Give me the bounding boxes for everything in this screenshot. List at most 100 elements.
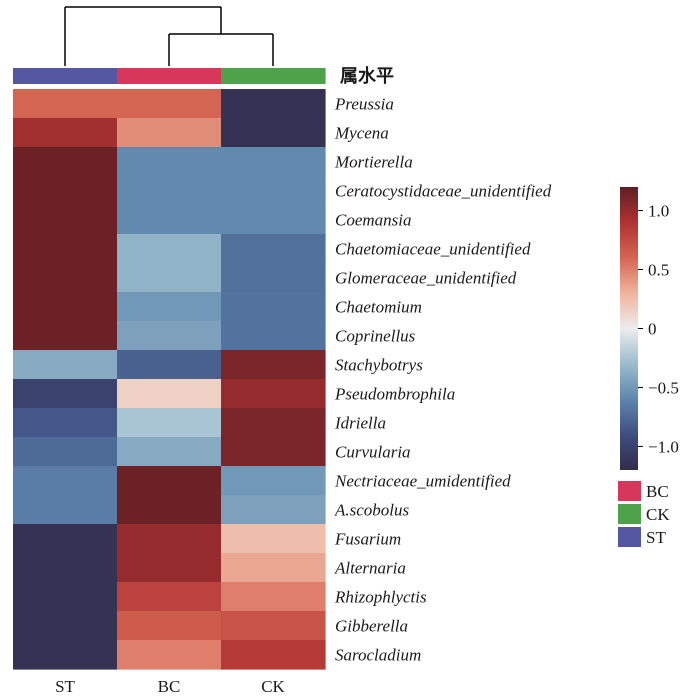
heatmap-cell — [13, 292, 118, 322]
heatmap-cell — [117, 611, 222, 641]
heatmap-cell — [117, 524, 222, 554]
heatmap-cell — [117, 176, 222, 206]
level-label: 属水平 — [340, 65, 394, 87]
column-dendrogram — [64, 6, 274, 66]
column-labels: ST BC CK — [55, 677, 285, 696]
color-scale-tick-label: 1.0 — [648, 202, 669, 221]
heatmap-cell — [13, 553, 118, 583]
heatmap-cell — [221, 350, 326, 380]
color-scale-bar: 1.0 0.5 0 −0.5 −1.0 — [620, 187, 679, 470]
heatmap-cell — [13, 466, 118, 496]
heatmap-cell — [117, 437, 222, 467]
legend-swatch — [618, 481, 641, 501]
heatmap-cell — [221, 466, 326, 496]
color-scale-tick-label: 0.5 — [648, 261, 669, 280]
legend-label: ST — [646, 528, 666, 547]
heatmap-cells — [13, 89, 326, 670]
row-label: Coprinellus — [335, 327, 416, 346]
heatmap-cell — [117, 379, 222, 409]
row-label: Idriella — [334, 414, 386, 433]
heatmap-cell — [221, 640, 326, 670]
column-group-bar — [13, 68, 326, 84]
heatmap-cell — [117, 118, 222, 148]
row-label: Coemansia — [335, 211, 412, 230]
heatmap-cell — [13, 176, 118, 206]
row-label: Mortierella — [334, 153, 413, 172]
heatmap-cell — [221, 582, 326, 612]
heatmap-cell — [13, 147, 118, 177]
heatmap-cell — [13, 118, 118, 148]
row-label: Chaetomiaceae_unidentified — [335, 240, 531, 259]
heatmap-cell — [13, 234, 118, 264]
heatmap-cell — [117, 495, 222, 525]
heatmap-cell — [221, 437, 326, 467]
column-label: CK — [261, 677, 285, 696]
color-scale-gradient — [620, 187, 638, 470]
legend-label: CK — [646, 505, 670, 524]
heatmap-cell — [117, 408, 222, 438]
heatmap-cell — [117, 466, 222, 496]
heatmap-cell — [117, 553, 222, 583]
color-scale-tick-label: −0.5 — [648, 378, 679, 397]
heatmap-cell — [13, 263, 118, 293]
heatmap-cell — [221, 118, 326, 148]
heatmap-cell — [117, 205, 222, 235]
row-label: Preussia — [334, 95, 394, 114]
heatmap-cell — [117, 89, 222, 119]
row-label: Gibberella — [335, 617, 408, 636]
heatmap-cell — [117, 350, 222, 380]
row-label: Mycena — [334, 124, 389, 143]
row-label: A.scobolus — [334, 501, 410, 520]
heatmap-cell — [117, 292, 222, 322]
heatmap-cell — [117, 263, 222, 293]
heatmap-cell — [13, 524, 118, 554]
heatmap-cell — [117, 147, 222, 177]
heatmap-cell — [221, 524, 326, 554]
group-bar-cell — [221, 68, 326, 84]
heatmap-cell — [13, 495, 118, 525]
heatmap-cell — [221, 495, 326, 525]
heatmap-cell — [221, 292, 326, 322]
row-label: Curvularia — [335, 443, 411, 462]
row-labels: Preussia Mycena Mortierella Ceratocystidace… — [334, 95, 552, 665]
row-label: Fusarium — [334, 530, 401, 549]
heatmap-cell — [13, 437, 118, 467]
color-scale-tick-label: −1.0 — [648, 437, 679, 456]
heatmap-cell — [13, 408, 118, 438]
heatmap-cell — [221, 176, 326, 206]
heatmap-cell — [13, 611, 118, 641]
heatmap-cell — [221, 408, 326, 438]
heatmap-cell — [221, 205, 326, 235]
heatmap-cell — [221, 89, 326, 119]
legend-swatch — [618, 504, 641, 524]
row-label: Rhizophlyctis — [334, 588, 427, 607]
heatmap-cell — [221, 553, 326, 583]
row-label: Chaetomium — [335, 298, 422, 317]
heatmap-cell — [13, 350, 118, 380]
group-legend: BC CK ST — [618, 481, 670, 547]
color-scale-tick-label: 0 — [648, 320, 657, 339]
heatmap-cell — [13, 89, 118, 119]
group-bar-cell — [13, 68, 118, 84]
row-label: Stachybotrys — [335, 356, 423, 375]
row-label: Pseudombrophila — [334, 385, 455, 404]
legend-swatch — [618, 527, 641, 547]
row-label: Alternaria — [334, 559, 406, 578]
group-bar-cell — [117, 68, 222, 84]
row-label: Ceratocystidaceae_unidentified — [335, 182, 552, 201]
heatmap-cell — [13, 640, 118, 670]
row-label: Sarocladium — [335, 646, 421, 665]
heatmap-cell — [221, 263, 326, 293]
heatmap-cell — [221, 234, 326, 264]
heatmap-cell — [221, 321, 326, 351]
heatmap-cell — [13, 582, 118, 612]
heatmap-cell — [221, 147, 326, 177]
column-label: ST — [55, 677, 75, 696]
heatmap-cell — [117, 582, 222, 612]
row-label: Glomeraceae_unidentified — [335, 269, 517, 288]
heatmap-cell — [221, 611, 326, 641]
heatmap-cell — [221, 379, 326, 409]
column-label: BC — [158, 677, 181, 696]
